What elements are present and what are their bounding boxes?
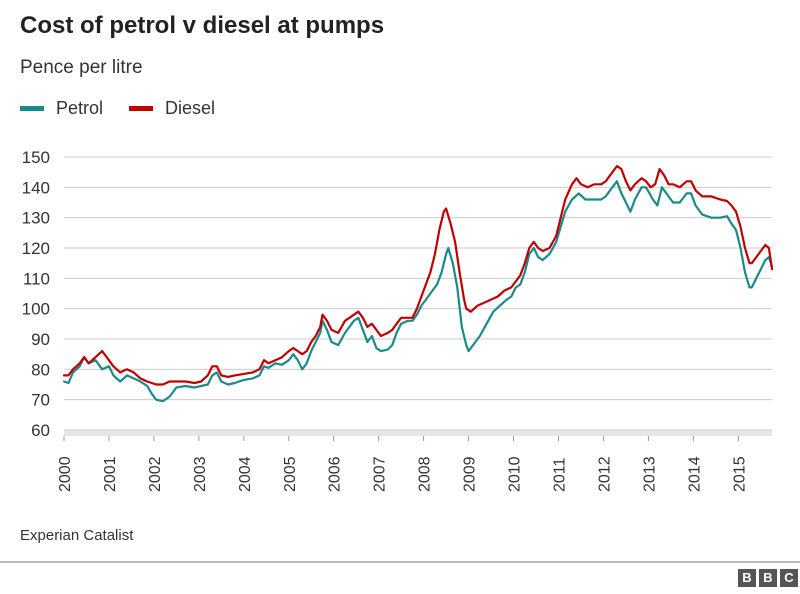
chart-subtitle: Pence per litre bbox=[20, 57, 143, 78]
legend-label-diesel: Diesel bbox=[165, 98, 216, 118]
legend-item-diesel: Diesel bbox=[129, 98, 215, 119]
y-tick-label-60: 60 bbox=[31, 421, 50, 440]
x-tick-label-2004: 2004 bbox=[237, 456, 254, 492]
source-note: Experian Catalist bbox=[20, 527, 134, 544]
x-tick-label-2001: 2001 bbox=[102, 456, 119, 492]
x-tick-label-2013: 2013 bbox=[641, 456, 658, 492]
y-tick-label-120: 120 bbox=[22, 239, 50, 258]
y-tick-label-80: 80 bbox=[31, 360, 50, 379]
y-tick-label-110: 110 bbox=[23, 269, 50, 288]
footer-divider bbox=[0, 561, 800, 563]
y-tick-label-70: 70 bbox=[31, 391, 50, 410]
bbc-logo-letter-3: C bbox=[780, 569, 798, 587]
x-tick-label-2012: 2012 bbox=[596, 456, 613, 492]
chart-title: Cost of petrol v diesel at pumps bbox=[20, 12, 385, 39]
bbc-logo: B B C bbox=[735, 569, 798, 587]
bbc-logo-letter-1: B bbox=[738, 569, 756, 587]
x-tick-label-2014: 2014 bbox=[686, 456, 703, 492]
series-line-diesel bbox=[62, 165, 774, 386]
x-tick-label-2000: 2000 bbox=[57, 456, 74, 492]
y-tick-label-90: 90 bbox=[31, 330, 50, 349]
legend-item-petrol: Petrol bbox=[20, 98, 103, 119]
x-tick-label-2008: 2008 bbox=[417, 456, 434, 492]
y-tick-label-140: 140 bbox=[22, 178, 50, 197]
y-tick-label-150: 150 bbox=[22, 148, 50, 167]
x-tick-label-2005: 2005 bbox=[282, 456, 299, 492]
series-line-petrol bbox=[62, 180, 774, 403]
x-tick-label-2006: 2006 bbox=[327, 456, 344, 492]
legend-swatch-petrol bbox=[20, 106, 44, 111]
x-tick-label-2003: 2003 bbox=[192, 456, 209, 492]
y-tick-label-130: 130 bbox=[22, 209, 50, 228]
y-tick-label-100: 100 bbox=[22, 300, 50, 319]
bbc-logo-letter-2: B bbox=[759, 569, 777, 587]
x-tick-label-2015: 2015 bbox=[731, 456, 748, 492]
chart-legend: Petrol Diesel bbox=[20, 98, 241, 119]
x-tick-label-2002: 2002 bbox=[147, 456, 164, 492]
x-tick-label-2011: 2011 bbox=[551, 457, 568, 492]
x-tick-label-2009: 2009 bbox=[462, 456, 479, 492]
legend-label-petrol: Petrol bbox=[56, 98, 104, 118]
x-tick-label-2010: 2010 bbox=[507, 456, 524, 492]
x-tick-label-2007: 2007 bbox=[372, 456, 389, 492]
line-chart: 60 70 80 90 100 110 120 130 140 150 2000 2001 2002 20… bbox=[22, 148, 774, 492]
x-axis-band bbox=[64, 430, 772, 436]
legend-swatch-diesel bbox=[129, 106, 154, 111]
